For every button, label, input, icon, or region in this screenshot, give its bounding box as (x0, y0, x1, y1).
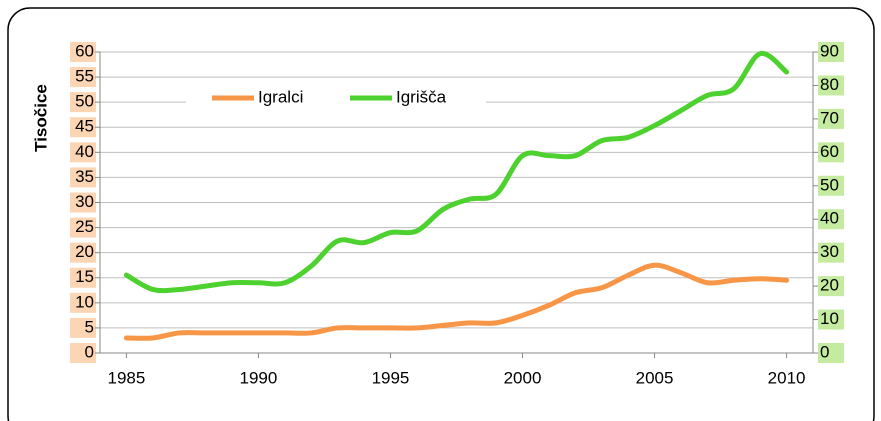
y2-tick-label: 60 (820, 142, 839, 161)
y-tick-label: 60 (75, 41, 94, 60)
y-tick-label: 55 (75, 67, 94, 86)
y-tick-label: 35 (75, 167, 94, 186)
y-tick-label: 30 (75, 192, 94, 211)
x-tick-label: 2010 (768, 368, 806, 387)
x-tick-label: 2000 (504, 368, 542, 387)
y-tick-bg (70, 167, 96, 188)
y2-tick-bg (818, 75, 844, 96)
y2-tick-bg (818, 108, 844, 129)
y-tick-bg (70, 217, 96, 238)
y2-tick-label: 0 (820, 342, 829, 361)
y2-tick-label: 40 (820, 209, 839, 228)
y2-tick-bg (818, 209, 844, 230)
y-tick-label: 10 (75, 292, 94, 311)
x-tick-label: 1985 (107, 368, 145, 387)
y-axis-title: Tisočice (31, 84, 50, 152)
series-line (123, 51, 790, 294)
x-tick-label: 1990 (240, 368, 278, 387)
series-line (123, 262, 790, 341)
y-tick-bg (70, 67, 96, 88)
y-tick-bg (70, 242, 96, 263)
y2-tick-label: 50 (820, 175, 839, 194)
y2-tick-bg (818, 175, 844, 196)
y-tick-label: 5 (85, 317, 94, 336)
y2-tick-bg (818, 343, 844, 363)
legend-label: Igrišča (396, 87, 447, 106)
y-tick-label: 40 (75, 142, 94, 161)
legend-label: Igralci (258, 87, 303, 106)
y-tick-bg (70, 92, 96, 113)
y-tick-label: 45 (75, 117, 94, 136)
y-tick-bg (70, 292, 96, 313)
y-tick-bg (70, 317, 96, 338)
y-tick-label: 15 (75, 267, 94, 286)
y2-tick-label: 70 (820, 108, 839, 127)
y-tick-bg (70, 42, 96, 62)
y2-tick-label: 80 (820, 75, 839, 94)
y-tick-bg (70, 267, 96, 288)
y2-tick-bg (818, 242, 844, 263)
y2-tick-label: 10 (820, 309, 839, 328)
y-tick-label: 0 (85, 342, 94, 361)
y-tick-bg (70, 142, 96, 163)
y2-tick-bg (818, 276, 844, 297)
x-tick-label: 2005 (636, 368, 674, 387)
y2-tick-bg (818, 142, 844, 163)
y2-tick-label: 90 (820, 41, 839, 60)
y-tick-label: 25 (75, 217, 94, 236)
y-tick-label: 50 (75, 92, 94, 111)
y-tick-label: 20 (75, 242, 94, 261)
y-tick-bg (70, 192, 96, 213)
y-tick-bg (70, 117, 96, 138)
x-tick-label: 1995 (372, 368, 410, 387)
y2-tick-label: 20 (820, 276, 839, 295)
y2-tick-bg (818, 42, 844, 62)
y2-tick-bg (818, 309, 844, 330)
y2-tick-label: 30 (820, 242, 839, 261)
y-tick-bg (70, 343, 96, 363)
